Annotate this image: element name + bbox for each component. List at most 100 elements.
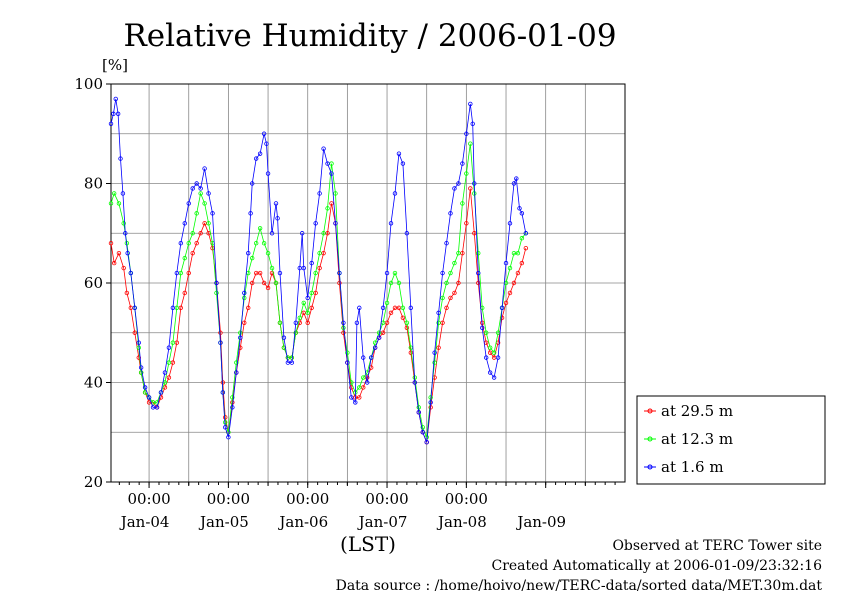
data-point (372, 345, 378, 350)
data-point (317, 250, 322, 256)
data-point (113, 96, 118, 102)
data-point (265, 171, 271, 176)
data-point (121, 221, 126, 226)
data-point (174, 270, 180, 276)
data-point (412, 380, 417, 385)
data-point (448, 270, 453, 276)
data-point (464, 131, 469, 136)
data-point (376, 330, 382, 335)
data-point (125, 250, 130, 256)
x-date-label: Jan-04 (119, 513, 170, 531)
data-point (503, 300, 509, 306)
data-point (452, 186, 457, 191)
data-point (249, 255, 255, 261)
data-point (182, 255, 187, 261)
y-axis: 20 40 60 80 100 (74, 75, 111, 491)
data-point (182, 290, 187, 296)
data-point (248, 211, 253, 216)
data-point (448, 295, 453, 301)
data-point (273, 280, 279, 286)
x-date-label: Jan-07 (357, 513, 408, 531)
data-point (202, 201, 207, 206)
data-point (517, 206, 522, 211)
data-point (491, 375, 497, 380)
data-point (182, 221, 187, 226)
data-point (396, 151, 402, 156)
data-point (261, 240, 267, 246)
data-point (487, 345, 493, 350)
legend-swatch-marker (647, 436, 653, 442)
data-point (396, 280, 402, 286)
x-axis: 00:00 00:00 00:00 00:00 00:00 Jan-04 Jan-05 Jan… (119, 482, 616, 531)
data-point (293, 320, 299, 325)
data-point (128, 270, 134, 276)
data-point (269, 265, 275, 271)
data-point (468, 186, 473, 191)
series-line (110, 143, 527, 438)
data-point (440, 295, 445, 301)
data-point (261, 280, 267, 286)
chart-title: Relative Humidity / 2006-01-09 (123, 18, 616, 54)
data-point (234, 370, 239, 375)
series-2 (108, 96, 529, 445)
data-point (154, 405, 160, 410)
x-date-label: Jan-09 (515, 513, 566, 531)
data-point (507, 290, 513, 296)
data-point (444, 305, 449, 311)
series-line (110, 98, 527, 443)
data-point (249, 181, 255, 186)
legend-box (636, 395, 826, 485)
data-point (329, 201, 334, 206)
data-point (408, 305, 414, 311)
data-point (309, 290, 314, 296)
data-point (257, 151, 263, 156)
data-point (357, 385, 362, 390)
data-point (384, 300, 390, 306)
data-point (317, 191, 322, 196)
data-point (472, 181, 477, 186)
data-point (273, 201, 279, 206)
data-point (456, 250, 461, 256)
data-point (293, 330, 299, 335)
data-point (269, 231, 275, 236)
data-point (464, 221, 469, 226)
data-point (246, 305, 251, 311)
data-point (313, 221, 318, 226)
data-point (476, 250, 481, 256)
data-point (136, 340, 141, 345)
data-point (166, 360, 172, 365)
data-point (337, 280, 342, 286)
data-point (253, 240, 259, 246)
data-point (289, 360, 295, 365)
data-point (432, 350, 437, 355)
data-point (206, 191, 211, 196)
data-point (277, 270, 283, 276)
x-date-label: Jan-08 (436, 513, 487, 531)
data-point (202, 166, 207, 171)
data-point (249, 280, 255, 286)
data-point (460, 161, 465, 166)
data-point (523, 231, 529, 236)
data-point (333, 191, 338, 196)
data-point (132, 330, 137, 335)
y-axis-unit: [%] (102, 56, 128, 74)
data-point (325, 161, 330, 166)
legend-label: at 12.3 m (661, 430, 733, 448)
data-point (380, 305, 386, 311)
data-point (476, 270, 481, 276)
data-point (388, 221, 394, 226)
data-point (514, 176, 519, 181)
y-tick-label: 80 (84, 175, 103, 193)
data-point (470, 121, 475, 126)
data-point (194, 240, 199, 246)
data-point (337, 270, 342, 276)
series-line (110, 188, 527, 443)
data-point (357, 305, 362, 311)
data-point (349, 395, 354, 400)
data-point (392, 270, 398, 276)
data-point (384, 270, 390, 276)
data-point (111, 111, 116, 117)
data-point (269, 270, 275, 276)
data-point (190, 186, 195, 191)
data-point (118, 156, 123, 161)
